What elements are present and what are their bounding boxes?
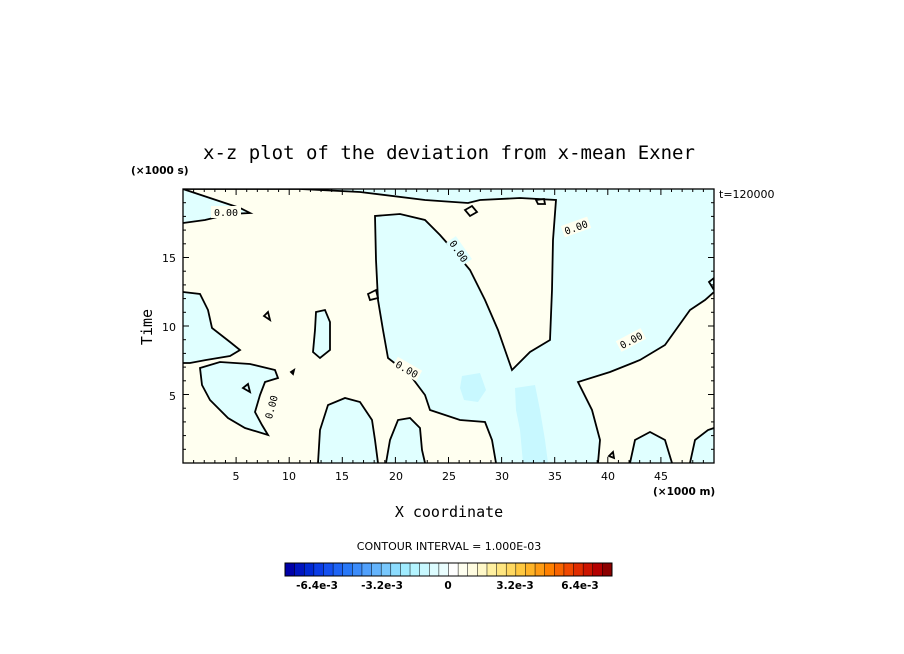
colorbar-label: -6.4e-3 bbox=[296, 580, 338, 592]
contour-line bbox=[366, 288, 380, 302]
y-tick-label: 5 bbox=[169, 390, 176, 403]
colorbar-swatch bbox=[506, 563, 517, 576]
colorbar-swatch bbox=[410, 563, 420, 576]
colorbar-swatch bbox=[486, 563, 497, 576]
colorbar-swatch bbox=[496, 563, 507, 576]
contour-interval-label: CONTOUR INTERVAL = 1.000E-03 bbox=[357, 540, 541, 553]
x-tick-label: 35 bbox=[548, 470, 562, 483]
contour-label-bg bbox=[391, 356, 423, 382]
colorbar-swatch bbox=[313, 563, 324, 576]
negative-region bbox=[386, 418, 425, 463]
x-tick-label: 45 bbox=[654, 470, 668, 483]
colorbar-swatch bbox=[592, 563, 603, 576]
colorbar-swatch bbox=[535, 563, 545, 576]
colorbar-swatch bbox=[361, 563, 372, 576]
contour-line bbox=[199, 361, 280, 437]
colorbar-swatch bbox=[583, 563, 594, 576]
x-tick-label: 40 bbox=[601, 470, 615, 483]
colorbar-swatch bbox=[544, 563, 555, 576]
colorbar-frame bbox=[284, 562, 613, 577]
colorbar-swatch bbox=[304, 563, 315, 576]
colorbar-swatch bbox=[448, 563, 459, 576]
colorbar-swatch bbox=[573, 563, 584, 576]
contour-line bbox=[534, 198, 547, 205]
negative-region bbox=[183, 189, 714, 463]
contour-label-bg bbox=[261, 391, 281, 423]
colorbar-label: 3.2e-3 bbox=[496, 580, 533, 592]
colorbar-swatch bbox=[477, 563, 488, 576]
time-label: t=120000 bbox=[719, 188, 775, 201]
x-tick-label: 25 bbox=[442, 470, 456, 483]
colorbar-swatch bbox=[554, 563, 565, 576]
negative-region bbox=[690, 428, 714, 463]
contour-line bbox=[689, 427, 714, 463]
colorbar-swatch bbox=[333, 563, 344, 576]
contour-line bbox=[317, 397, 379, 463]
plot-area: 0.00 0.00 0.00 0.00 0.00 0.00 bbox=[183, 189, 714, 463]
negative-region bbox=[318, 398, 378, 463]
colorbar-swatch bbox=[323, 563, 334, 576]
y-tick-label: 15 bbox=[162, 252, 176, 265]
contour-line bbox=[289, 367, 296, 376]
contour-label-bg bbox=[211, 206, 241, 218]
contour-line bbox=[385, 417, 426, 463]
colorbar-swatch bbox=[602, 563, 613, 576]
colorbar-swatch bbox=[525, 563, 536, 576]
contour-line bbox=[607, 450, 616, 460]
contour-line bbox=[629, 430, 673, 463]
colorbar-swatch bbox=[390, 563, 401, 576]
contour-line bbox=[463, 204, 479, 218]
x-tick-label: 5 bbox=[233, 470, 240, 483]
colorbar-swatch bbox=[352, 563, 363, 576]
x-tick-label: 30 bbox=[495, 470, 509, 483]
negative-region bbox=[313, 310, 330, 358]
weak-negative-patch bbox=[460, 373, 486, 402]
colorbar-swatch bbox=[429, 563, 440, 576]
colorbar-swatch bbox=[438, 563, 449, 576]
colorbar-swatch bbox=[371, 563, 382, 576]
x-unit-label: (×1000 m) bbox=[653, 486, 715, 498]
contour-line bbox=[262, 310, 272, 323]
colorbar-swatch bbox=[381, 563, 392, 576]
x-tick-label: 10 bbox=[282, 470, 296, 483]
contour-label-bg bbox=[560, 216, 592, 238]
contour-line bbox=[241, 382, 252, 394]
contour-line bbox=[312, 308, 331, 360]
y-unit-label: (×1000 s) bbox=[131, 165, 189, 177]
colorbar-label: -3.2e-3 bbox=[361, 580, 403, 592]
colorbar-swatch bbox=[563, 563, 574, 576]
contour-label-bg bbox=[446, 236, 472, 266]
x-axis-label: X coordinate bbox=[395, 503, 503, 521]
colorbar-swatch bbox=[419, 563, 430, 576]
x-tick-label: 20 bbox=[389, 470, 403, 483]
negative-region bbox=[630, 432, 672, 463]
colorbar bbox=[285, 563, 613, 576]
x-tick-label: 15 bbox=[335, 470, 349, 483]
colorbar-label: 0 bbox=[444, 580, 451, 592]
colorbar-swatch bbox=[294, 563, 305, 576]
colorbar-label: 6.4e-3 bbox=[561, 580, 598, 592]
colorbar-swatch bbox=[467, 563, 478, 576]
contour-line bbox=[183, 291, 242, 364]
colorbar-swatch bbox=[515, 563, 526, 576]
colorbar-swatch bbox=[458, 563, 469, 576]
contour-label: 0.00 bbox=[214, 208, 238, 219]
colorbar-swatch bbox=[285, 563, 295, 576]
y-tick-labels: 5 10 15 bbox=[162, 252, 176, 403]
contour-line bbox=[576, 291, 714, 463]
negative-region bbox=[200, 362, 278, 435]
y-tick-label: 10 bbox=[162, 321, 176, 334]
x-tick-labels: 5 10 15 20 25 30 35 40 45 bbox=[233, 470, 669, 483]
contour-label-bg bbox=[615, 328, 647, 352]
colorbar-labels: -6.4e-3 -3.2e-3 0 3.2e-3 6.4e-3 bbox=[296, 580, 599, 592]
weak-negative-patch bbox=[515, 385, 548, 463]
colorbar-swatch bbox=[342, 563, 353, 576]
colorbar-swatch bbox=[400, 563, 411, 576]
contour-line bbox=[707, 276, 714, 292]
y-axis-label: Time bbox=[138, 309, 156, 345]
tick-marks bbox=[183, 189, 714, 463]
chart-title: x-z plot of the deviation from x-mean Ex… bbox=[203, 142, 695, 164]
